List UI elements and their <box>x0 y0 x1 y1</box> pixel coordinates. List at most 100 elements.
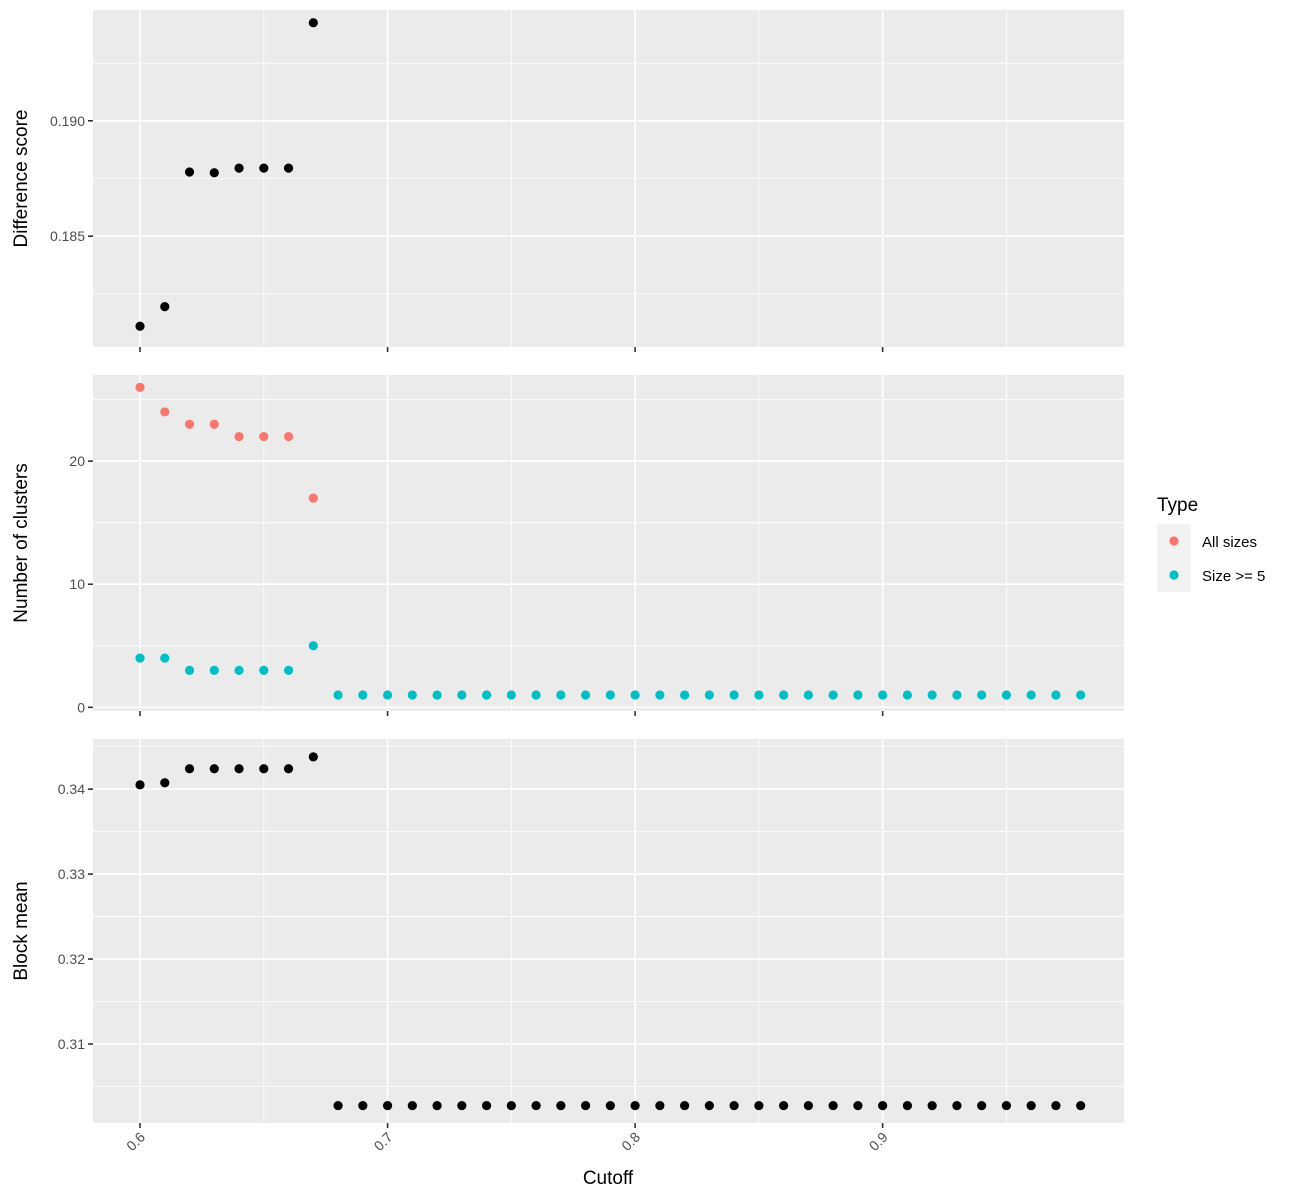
data-point <box>160 778 170 788</box>
data-point <box>209 419 219 429</box>
data-point <box>382 690 393 700</box>
legend-marker <box>1169 570 1179 580</box>
y-tick-label: 20 <box>69 453 85 469</box>
data-point <box>184 764 195 774</box>
y-tick-label: 0.190 <box>50 113 85 129</box>
data-point <box>1001 1100 1012 1111</box>
data-point <box>160 407 170 417</box>
legend-entry: All sizes <box>1157 524 1257 558</box>
data-point <box>358 1100 368 1111</box>
data-point <box>680 690 690 700</box>
data-point <box>779 1100 789 1111</box>
data-point <box>234 665 244 675</box>
panel-difference-score: 0.185 0.190 Difference score <box>11 10 1124 352</box>
data-point <box>927 690 937 700</box>
data-point <box>754 690 764 700</box>
data-point <box>283 665 294 675</box>
data-point <box>605 1100 615 1111</box>
data-point <box>902 1100 913 1111</box>
data-point <box>259 764 269 774</box>
data-point <box>605 690 615 700</box>
x-axis-title: Cutoff <box>583 1168 634 1189</box>
data-point <box>704 690 714 700</box>
data-point <box>432 690 442 700</box>
data-point <box>1051 690 1061 700</box>
panel-number-of-clusters: 0 10 20 Number of clusters <box>11 375 1124 716</box>
data-point <box>531 690 541 700</box>
data-point <box>680 1100 690 1111</box>
data-point <box>803 1100 813 1111</box>
x-tick-label: 0.7 <box>371 1129 396 1154</box>
panel-background <box>93 739 1124 1123</box>
data-point <box>259 665 269 675</box>
data-point <box>160 653 170 663</box>
y-axis-title: Block mean <box>11 881 32 980</box>
data-point <box>506 1100 516 1111</box>
data-point <box>432 1100 442 1111</box>
data-point <box>234 163 244 173</box>
data-point <box>581 1100 591 1111</box>
y-tick-label: 0.33 <box>58 866 85 882</box>
data-point <box>135 780 145 790</box>
legend-marker <box>1169 536 1179 546</box>
data-point <box>1076 1100 1086 1111</box>
data-point <box>160 302 170 312</box>
data-point <box>283 764 294 774</box>
data-point <box>234 764 244 774</box>
data-point <box>209 764 219 774</box>
data-point <box>556 690 566 700</box>
data-point <box>729 1100 739 1111</box>
data-point <box>407 690 417 700</box>
data-point <box>333 1100 343 1111</box>
data-point <box>977 1100 987 1111</box>
y-tick-label: 0.32 <box>58 951 85 967</box>
chart-panels: 0.185 0.190 Difference score 0 10 20 Number of… <box>11 10 1124 1154</box>
legend-label: All sizes <box>1202 534 1257 551</box>
data-point <box>259 431 269 442</box>
data-point <box>902 690 913 700</box>
data-point <box>209 665 219 675</box>
data-point <box>1051 1100 1061 1111</box>
data-point <box>1026 1100 1036 1111</box>
data-point <box>135 321 145 331</box>
legend-entries: All sizes Size >= 5 <box>1157 524 1265 592</box>
data-point <box>927 1100 937 1111</box>
data-point <box>382 1100 393 1111</box>
data-point <box>209 168 219 178</box>
data-point <box>283 431 294 442</box>
data-point <box>655 1100 665 1111</box>
y-tick-label: 10 <box>69 576 85 592</box>
data-point <box>952 690 962 700</box>
legend-label: Size >= 5 <box>1202 568 1265 585</box>
data-point <box>754 1100 764 1111</box>
legend: Type All sizes Size >= 5 <box>1157 495 1265 592</box>
data-point <box>828 1100 838 1111</box>
y-tick-label: 0.185 <box>50 228 85 244</box>
data-point <box>506 690 516 700</box>
data-point <box>259 163 269 173</box>
series-all-sizes <box>135 382 318 503</box>
data-point <box>308 641 318 651</box>
data-point <box>457 1100 467 1111</box>
data-point <box>234 431 244 442</box>
data-point <box>853 1100 863 1111</box>
data-point <box>630 1100 640 1111</box>
y-axis-title: Difference score <box>11 110 32 248</box>
x-tick-label: 0.9 <box>866 1129 891 1154</box>
data-point <box>1026 690 1036 700</box>
data-point <box>457 690 467 700</box>
data-point <box>358 690 368 700</box>
series <box>135 752 1086 1111</box>
data-point <box>308 493 318 503</box>
data-point <box>828 690 838 700</box>
panel-background <box>93 375 1124 711</box>
y-axis-title: Number of clusters <box>11 463 32 622</box>
panel-block-mean: 0.31 0.32 0.33 0.34 Block mean 0.6 0.7 0.8 0.9 <box>11 739 1124 1154</box>
data-point <box>556 1100 566 1111</box>
data-point <box>878 690 888 700</box>
data-point <box>531 1100 541 1111</box>
data-point <box>184 665 195 675</box>
data-point <box>878 1100 888 1111</box>
data-point <box>135 653 145 663</box>
data-point <box>630 690 640 700</box>
